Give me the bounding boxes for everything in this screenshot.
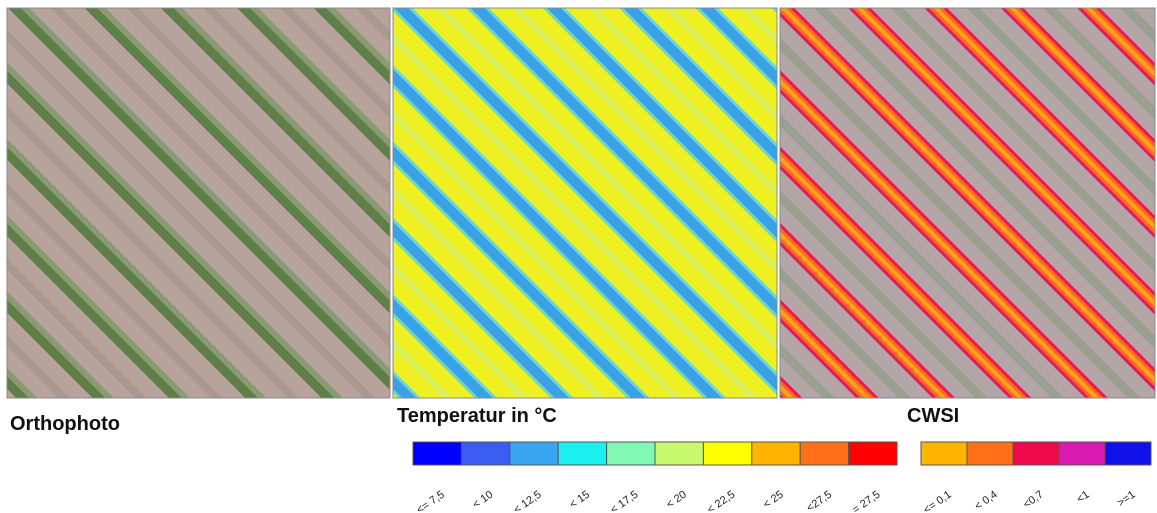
legend-swatch <box>509 441 559 466</box>
legend-swatch <box>751 441 801 466</box>
legend-swatch <box>412 441 462 466</box>
temperature-image <box>392 7 778 399</box>
legend-swatch <box>654 441 704 466</box>
legend-label: < 17,5 <box>608 489 640 513</box>
legend-swatch <box>557 441 608 466</box>
legend-label: < 10 <box>471 489 496 511</box>
legend-swatch <box>920 441 968 466</box>
legend-label: >=1 <box>1115 489 1137 510</box>
legend-swatch <box>1058 441 1106 466</box>
cwsi-image <box>779 7 1156 399</box>
legend-label: <27,5 <box>804 489 834 513</box>
legend-swatch <box>1104 441 1152 466</box>
legend-label: < 25 <box>761 489 786 511</box>
legend-label: <0,7 <box>1021 489 1046 511</box>
panel-title: Temperatur in °C <box>397 405 557 427</box>
legend-label: < 22,5 <box>705 489 737 513</box>
legend-swatch <box>848 441 898 466</box>
legend-swatch <box>966 441 1014 466</box>
legend-label: = 27,5 <box>850 489 882 513</box>
legend-swatch <box>606 441 656 466</box>
legend-label: <1 <box>1075 489 1092 506</box>
panel-title: CWSI <box>907 405 959 427</box>
legend-swatch <box>799 441 850 466</box>
legend-label: < 15 <box>567 489 592 511</box>
orthophoto-image <box>6 7 391 399</box>
legend-label: <= 0,1 <box>921 489 953 513</box>
legend-label: <= 7,5 <box>414 489 446 513</box>
legend-swatch <box>702 441 753 466</box>
legend-swatch <box>1012 441 1060 466</box>
legend-label: < 20 <box>664 489 689 511</box>
legend-label: < 0,4 <box>973 489 1000 513</box>
legend-label: < 12,5 <box>512 489 544 513</box>
legend-swatch <box>460 441 511 466</box>
panel-title: Orthophoto <box>10 413 120 435</box>
